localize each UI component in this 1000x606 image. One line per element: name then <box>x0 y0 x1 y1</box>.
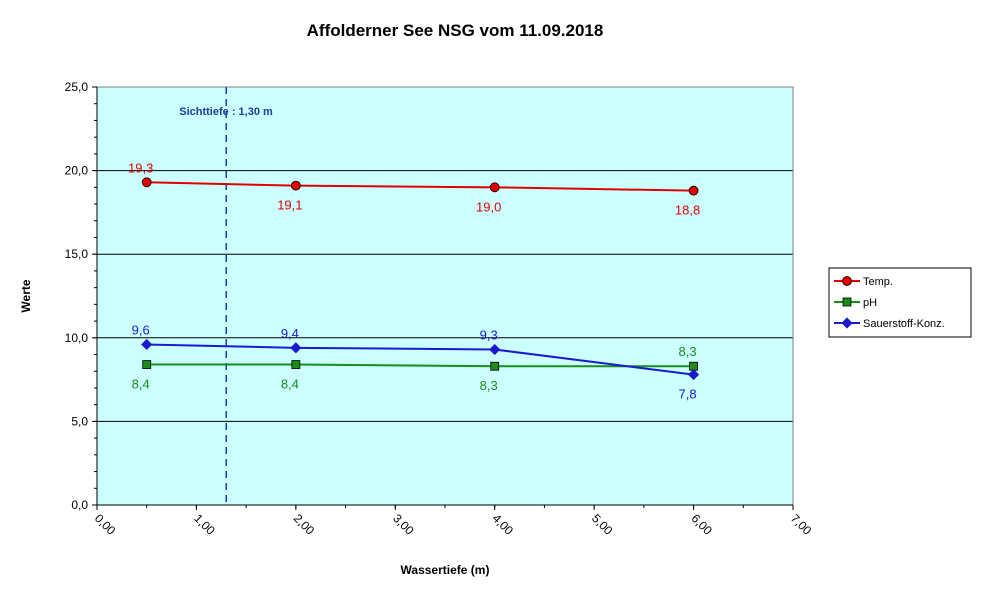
data-point-1 <box>490 361 500 371</box>
chart-title: Affolderner See NSG vom 11.09.2018 <box>307 21 604 40</box>
y-tick-label: 0,0 <box>71 498 88 512</box>
series-line-0 <box>146 181 694 192</box>
data-point-2 <box>489 343 501 356</box>
data-label: 19,0 <box>476 199 501 214</box>
y-tick-label: 20,0 <box>65 164 89 178</box>
data-point-1 <box>142 360 152 369</box>
x-axis-label: Wassertiefe (m) <box>401 563 490 577</box>
data-label: 8,4 <box>132 377 150 392</box>
data-label: 18,8 <box>675 203 700 218</box>
series-line-1 <box>146 363 694 368</box>
data-point-0 <box>141 177 152 188</box>
y-tick-label: 25,0 <box>65 80 89 94</box>
data-point-2 <box>141 338 153 351</box>
data-label: 9,6 <box>132 322 150 337</box>
series-line-2 <box>146 343 694 376</box>
data-point-2 <box>688 369 700 381</box>
plot-area: 0,0 5,0 10,0 15,0 20,0 25,0 0,00 1,00 2,00 3,00 4,… <box>65 80 815 538</box>
x-tick-label: 5,00 <box>589 511 616 538</box>
y-tick-label: 10,0 <box>65 331 89 345</box>
data-label: 8,4 <box>281 377 299 392</box>
data-point-0 <box>290 180 301 191</box>
data-label: 19,3 <box>128 160 153 175</box>
plot-background <box>97 87 793 505</box>
x-tick-label: 7,00 <box>788 511 815 538</box>
data-point-1 <box>291 360 301 369</box>
x-tick-label: 1,00 <box>191 511 218 538</box>
data-label: 9,3 <box>480 328 498 343</box>
data-point-2 <box>290 342 302 354</box>
legend-label: Temp. <box>863 276 893 288</box>
data-label: 19,1 <box>277 198 302 213</box>
x-tick-label: 0,00 <box>92 511 119 538</box>
x-tick-label: 4,00 <box>490 511 517 538</box>
legend-label: pH <box>863 297 877 309</box>
x-tick-label: 3,00 <box>390 511 417 538</box>
y-tick-label: 5,0 <box>71 414 88 428</box>
y-axis-label: Werte <box>19 279 33 312</box>
y-tick-label: 15,0 <box>65 247 89 261</box>
data-point-0 <box>688 185 699 196</box>
x-tick-label: 6,00 <box>688 511 715 538</box>
legend-marker <box>842 276 852 286</box>
data-label: 9,4 <box>281 326 299 341</box>
legend: Temp. pH Sauerstoff-Konz. <box>828 267 972 338</box>
data-point-0 <box>489 182 500 193</box>
x-tick-label: 2,00 <box>291 511 318 538</box>
data-label: 8,3 <box>480 378 498 393</box>
secchi-depth-annotation: Sichttiefe : 1,30 m <box>179 106 273 118</box>
data-label: 8,3 <box>679 344 697 359</box>
legend-marker <box>841 317 853 329</box>
legend-marker <box>842 297 852 307</box>
legend-label: Sauerstoff-Konz. <box>863 318 945 330</box>
data-label: 7,8 <box>679 387 697 402</box>
